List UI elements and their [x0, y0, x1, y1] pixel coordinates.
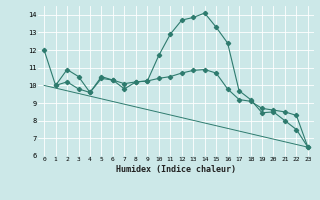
X-axis label: Humidex (Indice chaleur): Humidex (Indice chaleur)	[116, 165, 236, 174]
